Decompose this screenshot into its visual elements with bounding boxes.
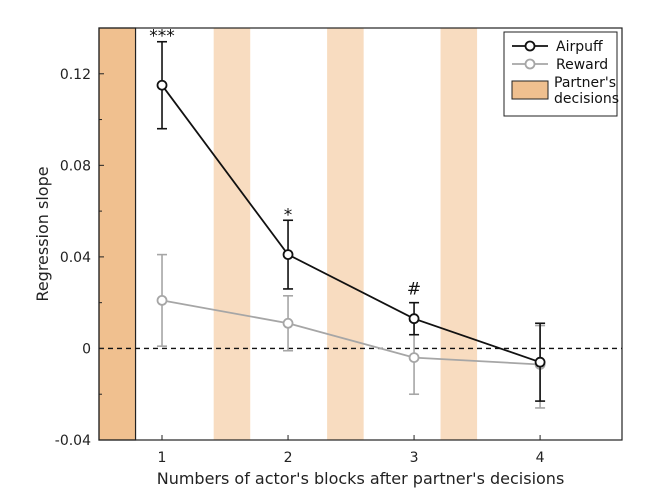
legend-label-line-2: decisions	[554, 91, 619, 107]
series-layer	[156, 40, 546, 409]
legend-marker-reward	[524, 58, 536, 70]
data-point-airpuff-3	[408, 313, 420, 325]
legend-label-airpuff: Airpuff	[556, 39, 603, 55]
series-line-reward	[161, 299, 541, 366]
data-point-reward-3	[408, 352, 420, 364]
data-point-airpuff-4	[534, 356, 546, 368]
y-tick-label-2: 0.04	[60, 250, 91, 266]
y-tick-label-4: 0.12	[60, 67, 91, 83]
x-tick-label-2: 3	[410, 450, 419, 466]
plot-frame	[98, 27, 623, 441]
data-point-airpuff-1	[156, 79, 168, 91]
decision-region-2	[213, 28, 251, 440]
data-point-reward-2	[282, 317, 294, 329]
axes: -0.04 0 0.04 0.08 0.12 1 2 3 4	[55, 27, 623, 466]
x-tick-label-1: 2	[284, 450, 293, 466]
legend-marker-airpuff	[524, 40, 536, 52]
significance-label-1: ***	[149, 27, 175, 47]
x-tick-label-0: 1	[158, 450, 167, 466]
data-point-reward-1	[156, 294, 168, 306]
x-axis-label: Numbers of actor's blocks after partner'…	[157, 469, 565, 488]
y-tick-label-0: -0.04	[55, 433, 91, 449]
y-axis-label: Regression slope	[33, 166, 52, 301]
y-tick-label-3: 0.08	[60, 158, 91, 174]
significance-label-2: *	[284, 205, 293, 225]
series-line-airpuff	[161, 84, 541, 364]
shaded-regions	[98, 27, 478, 441]
decision-region-3	[327, 28, 364, 440]
legend-patch-partner-s-decisions	[511, 80, 549, 100]
significance-label-3: #	[407, 280, 421, 300]
legend-label-partner-s-decisions: Partner's decisions	[554, 75, 619, 107]
x-tick-label-3: 4	[536, 450, 545, 466]
legend-label-reward: Reward	[556, 57, 608, 73]
legend-label-line-1: Partner's	[554, 75, 616, 91]
decision-region-1	[98, 27, 137, 441]
decision-region-4	[440, 28, 478, 440]
legend: Airpuff Reward Partner's decisions	[503, 31, 619, 117]
series-airpuff	[156, 40, 546, 402]
significance-labels: ****#	[149, 27, 421, 300]
data-point-airpuff-2	[282, 249, 294, 261]
y-tick-label-1: 0	[82, 341, 91, 357]
